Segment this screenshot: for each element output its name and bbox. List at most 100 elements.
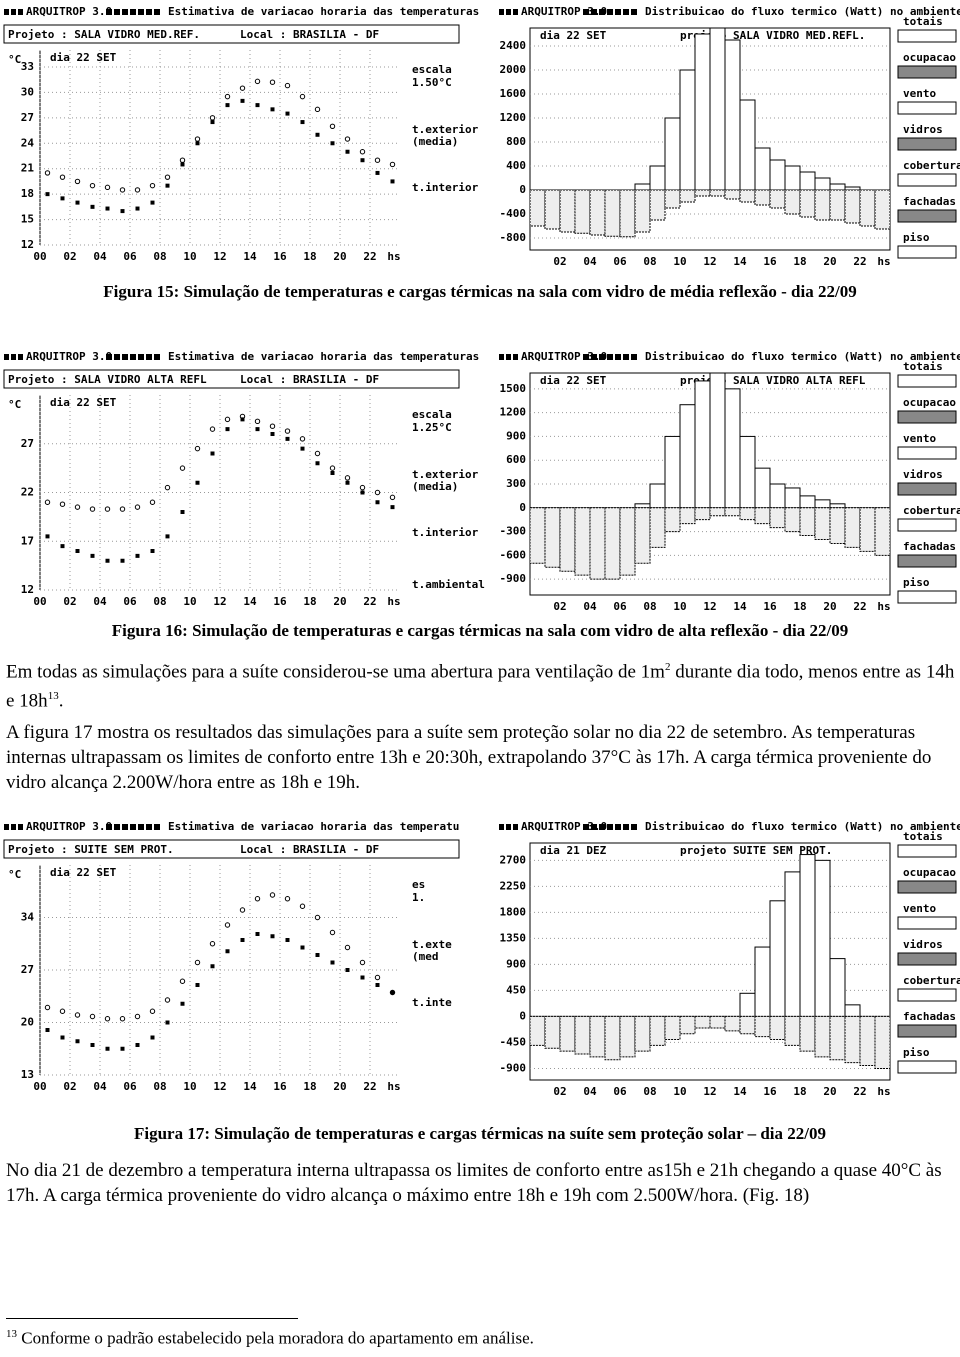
loss-bar	[529, 1015, 546, 1046]
legend-text: cobertura	[903, 974, 960, 987]
project: projeto SALA VIDRO MED.REFL.	[680, 29, 865, 42]
gain-bar	[769, 483, 786, 509]
exterior-point	[314, 106, 321, 113]
x-unit: hs	[387, 250, 400, 263]
exterior-point	[209, 941, 216, 947]
y-tick-label: 600	[506, 453, 526, 466]
legend-text: piso	[903, 576, 930, 589]
loss-bar	[559, 189, 576, 233]
x-tick-label: 16	[273, 250, 287, 263]
exterior-point	[89, 182, 96, 189]
legend-text: cobertura	[903, 159, 960, 172]
header-block	[11, 824, 16, 830]
y-tick-label: 2700	[500, 853, 527, 866]
x-tick-label: 22	[363, 595, 376, 608]
caption: Figura 17: Simulação de temperaturas e c…	[134, 1124, 826, 1143]
interior-point	[390, 505, 395, 510]
header-block	[631, 824, 637, 830]
interior-point	[270, 107, 275, 112]
interior-point	[315, 461, 320, 466]
interior-point	[210, 964, 215, 969]
app-name: ARQUITROP 3.0	[26, 350, 112, 363]
legend-text: t.interior	[412, 181, 479, 194]
y-tick-label: 22	[21, 486, 34, 499]
interior-point	[315, 132, 320, 137]
gain-bar	[724, 39, 741, 191]
y-tick-label: -400	[500, 207, 527, 220]
loss-bar	[604, 189, 621, 237]
exterior-point	[89, 1013, 96, 1020]
x-tick-label: 02	[63, 250, 76, 263]
legend-text: cobertura	[903, 504, 960, 517]
gain-bar	[694, 33, 711, 191]
interior-point	[330, 960, 335, 965]
x-tick-label: 04	[93, 250, 107, 263]
loss-bar	[559, 1015, 576, 1052]
y-tick-label: 0	[519, 183, 526, 196]
interior-point	[390, 179, 395, 184]
y-tick-label: 1800	[500, 905, 527, 918]
gain-bar	[724, 388, 741, 509]
loss-bar	[784, 1015, 801, 1046]
legend-text: t.ambiental	[412, 578, 485, 591]
loss-bar	[859, 189, 876, 227]
x-tick-label: 06	[123, 250, 137, 263]
x-tick-label: 08	[643, 600, 656, 613]
loss-bar	[649, 507, 666, 548]
loss-bar	[784, 507, 801, 533]
x-tick-label: 10	[183, 1080, 196, 1093]
project: Projeto : SUITE SEM PROT.	[8, 843, 174, 856]
exterior-point	[359, 149, 366, 155]
interior-point	[150, 549, 155, 553]
legend-text: vento	[903, 432, 936, 445]
loss-bar	[619, 189, 636, 238]
interior-point	[135, 206, 140, 211]
legend-text: (media)	[412, 135, 458, 148]
interior-point	[165, 534, 170, 539]
loss-bar	[649, 189, 666, 221]
legend-swatch	[897, 65, 957, 79]
loss-bar	[754, 507, 771, 525]
legend-text: escala	[412, 408, 452, 421]
legend-text: vento	[903, 902, 936, 915]
x-tick-label: 10	[673, 600, 686, 613]
header-block	[513, 824, 518, 830]
header-block	[506, 824, 511, 830]
x-tick-label: 08	[153, 250, 166, 263]
gain-bar	[754, 467, 771, 509]
legend-swatch	[897, 482, 957, 496]
gain-bar	[739, 99, 756, 191]
header-block	[591, 9, 597, 15]
x-unit: hs	[877, 600, 890, 613]
exterior-point	[59, 501, 66, 507]
interior-point	[345, 968, 350, 972]
y-tick-label: 400	[506, 159, 526, 172]
gain-bar	[829, 958, 846, 1017]
exterior-point	[89, 506, 96, 512]
x-tick-label: 06	[123, 595, 137, 608]
legend-swatch	[897, 988, 957, 1002]
gain-bar	[769, 159, 786, 191]
x-tick-label: 20	[823, 255, 836, 268]
legend-swatch	[897, 844, 957, 858]
header-block	[106, 824, 112, 830]
legend-text: 1.50°C	[412, 76, 452, 89]
header-block	[146, 824, 152, 830]
legend-swatch	[897, 1024, 957, 1038]
project-box	[3, 369, 460, 389]
y-tick-label: 12	[21, 583, 34, 596]
y-tick-label: 12	[21, 238, 34, 251]
unit: °C	[8, 398, 21, 411]
interior-point	[390, 990, 395, 995]
exterior-point	[74, 1012, 81, 1018]
header-block	[499, 9, 504, 15]
loss-bar	[634, 507, 651, 564]
legend-text: t.exterior	[412, 123, 479, 136]
exterior-point	[389, 494, 396, 501]
loss-bar	[679, 507, 696, 525]
x-tick-label: 12	[703, 600, 716, 613]
interior-point	[75, 200, 80, 205]
